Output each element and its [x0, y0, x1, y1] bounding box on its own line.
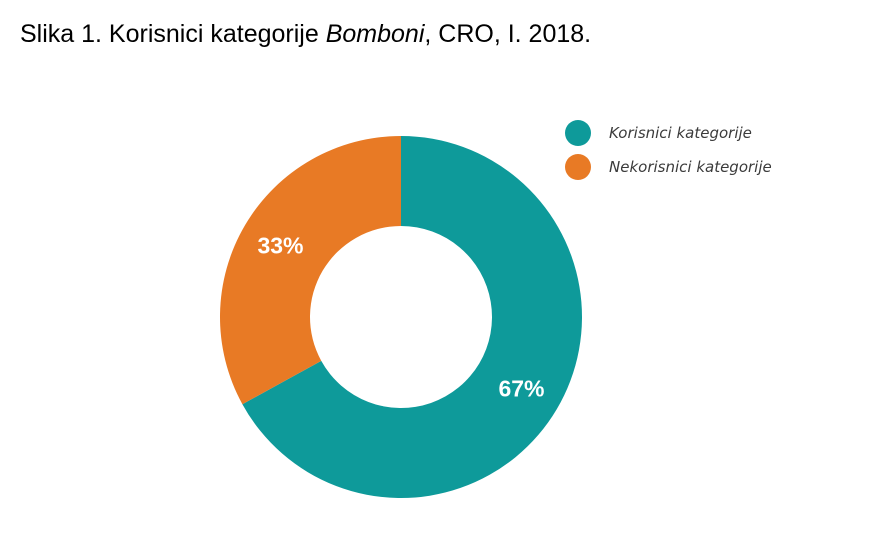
legend-marker-korisnici-kategorije	[565, 120, 591, 146]
legend-label-korisnici-kategorije: Korisnici kategorije	[609, 124, 752, 142]
slice-nekorisnici-kategorije	[219, 135, 401, 405]
data-label-korisnici-kategorije: 67%	[498, 375, 544, 401]
donut-slices	[219, 135, 582, 498]
donut-data-labels: 67% 33%	[257, 233, 544, 402]
chart-title: Slika 1. Korisnici kategorije Bomboni, C…	[20, 20, 591, 49]
legend-marker-nekorisnici-kategorije	[565, 154, 591, 180]
data-label-nekorisnici-kategorije: 33%	[257, 233, 303, 259]
chart-legend: Korisnici kategorije Nekorisnici kategori…	[565, 120, 772, 180]
chart-title-suffix: , CRO, I. 2018.	[424, 20, 592, 48]
slice-korisnici-kategorije	[242, 136, 582, 498]
legend-label-nekorisnici-kategorije: Nekorisnici kategorije	[609, 158, 772, 176]
chart-title-italic: Bomboni	[325, 20, 425, 48]
chart-title-prefix: Slika 1. Korisnici kategorije	[20, 20, 326, 48]
